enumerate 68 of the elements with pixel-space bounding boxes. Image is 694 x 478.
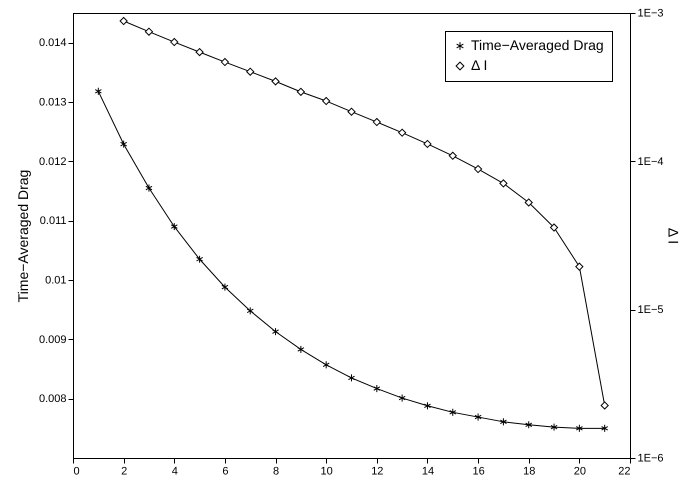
- y-tick-label: 0.013: [38, 96, 66, 108]
- y2-tick-label: 1E−6: [638, 452, 664, 464]
- point: [423, 140, 432, 148]
- point: [424, 402, 432, 410]
- x-tick-label: 14: [422, 466, 434, 478]
- x-tick-label: 10: [320, 466, 333, 478]
- point: [525, 420, 532, 429]
- point: [449, 408, 456, 416]
- point: [601, 424, 608, 432]
- point: [600, 401, 609, 410]
- x-tick-label: 22: [618, 466, 630, 478]
- x-tick-label: 16: [472, 466, 485, 478]
- y-tick-label: 0.009: [38, 334, 66, 346]
- point: [272, 328, 280, 336]
- point: [550, 423, 558, 432]
- point: [246, 306, 254, 315]
- y2-tick-label: 1E−5: [638, 304, 664, 316]
- x-tick-label: 18: [523, 466, 536, 478]
- point: [474, 413, 482, 422]
- point: [550, 223, 558, 232]
- point: [120, 16, 128, 26]
- y-tick-label: 0.014: [38, 37, 66, 50]
- point: [448, 152, 457, 160]
- point: [373, 384, 380, 393]
- point: [221, 283, 228, 292]
- point: [322, 360, 330, 369]
- point: [576, 424, 583, 432]
- y-tick-label: 0.01: [45, 274, 66, 286]
- point: [398, 128, 406, 137]
- point: [524, 198, 533, 207]
- x-tick-label: 2: [121, 466, 128, 478]
- y2-tick-label: 1E−3: [638, 8, 664, 20]
- y2-axis-title: Δ I: [665, 228, 682, 244]
- point: [170, 38, 178, 46]
- point: [120, 140, 128, 148]
- y-tick-label: 0.011: [40, 215, 66, 228]
- point: [474, 165, 482, 174]
- x-tick-label: 0: [74, 466, 80, 478]
- point: [372, 118, 381, 126]
- x-tick-label: 6: [222, 466, 228, 478]
- x-tick-label: 12: [371, 466, 384, 478]
- y-axis-title: Time−Averaged Drag: [14, 170, 31, 302]
- point: [220, 58, 229, 66]
- point: [94, 87, 102, 96]
- point: [196, 255, 204, 264]
- y-tick-label: 0.008: [38, 393, 66, 406]
- point: [575, 262, 584, 271]
- legend-label: Δ I: [471, 57, 488, 73]
- point: [296, 88, 305, 96]
- point: [398, 394, 406, 402]
- point: [145, 184, 153, 192]
- point: [144, 28, 153, 36]
- x-tick-label: 8: [272, 466, 280, 478]
- legend-label: Time−Averaged Drag: [471, 37, 604, 53]
- point: [170, 222, 178, 231]
- point: [297, 345, 304, 354]
- point: [347, 108, 356, 116]
- point: [499, 179, 508, 188]
- point: [348, 374, 356, 382]
- point: [196, 48, 204, 56]
- y-tick-label: 0.012: [38, 156, 66, 168]
- point: [322, 96, 330, 106]
- x-tick-label: 4: [172, 466, 178, 478]
- point: [500, 418, 507, 426]
- y2-tick-label: 1E−4: [638, 156, 664, 168]
- point: [246, 68, 254, 76]
- point: [272, 77, 280, 86]
- x-tick-label: 20: [574, 466, 586, 478]
